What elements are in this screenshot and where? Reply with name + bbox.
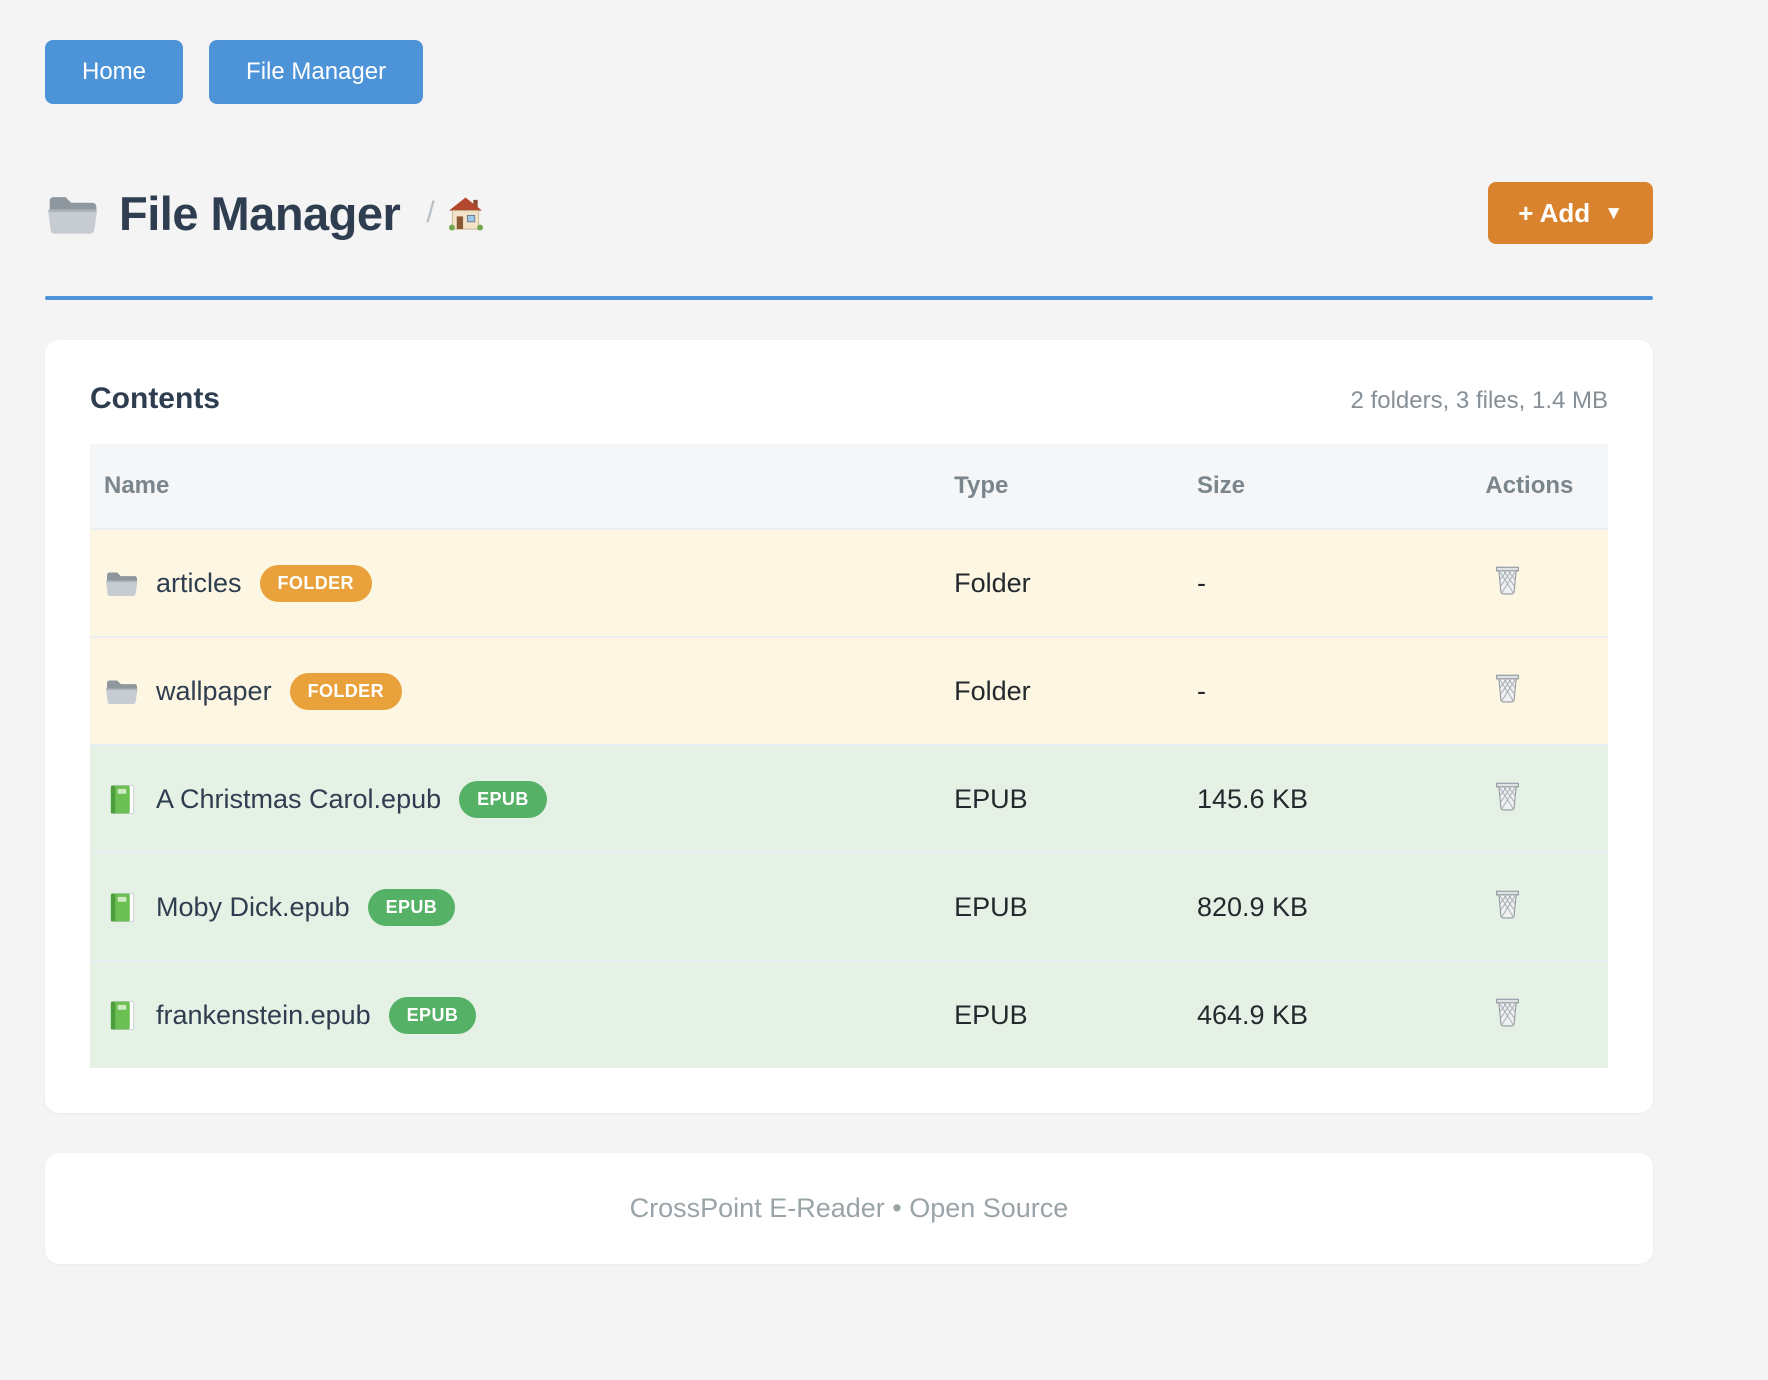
title-divider	[45, 296, 1653, 300]
table-row: Moby Dick.epub EPUB EPUB 820.9 KB	[90, 853, 1608, 961]
add-button[interactable]: + Add ▼	[1488, 182, 1653, 244]
file-table: Name Type Size Actions articles FOLDER F…	[90, 444, 1608, 1068]
page-title-group: File Manager /	[45, 186, 484, 241]
breadcrumb-separator: /	[426, 196, 435, 229]
contents-card: Contents 2 folders, 3 files, 1.4 MB Name…	[45, 340, 1653, 1113]
chevron-down-icon: ▼	[1604, 203, 1623, 224]
table-row: A Christmas Carol.epub EPUB EPUB 145.6 K…	[90, 745, 1608, 853]
file-type-badge: EPUB	[459, 780, 547, 818]
delete-button[interactable]	[1493, 779, 1522, 815]
column-header-type: Type	[940, 444, 1183, 529]
table-header-row: Name Type Size Actions	[90, 444, 1608, 529]
file-type: EPUB	[954, 783, 1028, 814]
file-name[interactable]: wallpaper	[156, 675, 272, 706]
delete-button[interactable]	[1493, 671, 1522, 707]
table-row: articles FOLDER Folder -	[90, 529, 1608, 637]
file-name[interactable]: frankenstein.epub	[156, 999, 371, 1030]
table-row: frankenstein.epub EPUB EPUB 464.9 KB	[90, 961, 1608, 1068]
book-icon	[104, 891, 140, 924]
footer: CrossPoint E-Reader • Open Source	[45, 1153, 1653, 1264]
trash-icon	[1493, 563, 1522, 599]
delete-button[interactable]	[1493, 563, 1522, 599]
file-name[interactable]: A Christmas Carol.epub	[156, 783, 442, 814]
file-size: 820.9 KB	[1196, 891, 1309, 922]
breadcrumb: /	[426, 196, 483, 231]
file-type: Folder	[954, 567, 1031, 598]
trash-icon	[1493, 671, 1522, 707]
column-header-name: Name	[90, 444, 941, 529]
file-type: Folder	[954, 675, 1031, 706]
file-size: -	[1196, 567, 1206, 598]
file-size: 145.6 KB	[1196, 783, 1309, 814]
file-type-badge: FOLDER	[289, 672, 402, 710]
add-button-label: + Add	[1518, 197, 1591, 228]
house-icon[interactable]	[447, 196, 484, 231]
trash-icon	[1493, 779, 1522, 815]
folder-icon	[104, 676, 140, 706]
table-row: wallpaper FOLDER Folder -	[90, 637, 1608, 745]
delete-button[interactable]	[1493, 887, 1522, 923]
file-type-badge: FOLDER	[259, 564, 372, 602]
file-size: 464.9 KB	[1196, 999, 1309, 1030]
folder-icon	[104, 568, 140, 598]
trash-icon	[1493, 995, 1522, 1031]
delete-button[interactable]	[1493, 995, 1522, 1031]
file-table-body: articles FOLDER Folder - wallpaper FOLDE…	[90, 529, 1608, 1068]
book-icon	[104, 783, 140, 816]
footer-text: CrossPoint E-Reader • Open Source	[629, 1193, 1069, 1223]
book-icon	[104, 999, 140, 1032]
page-title: File Manager	[119, 186, 401, 240]
file-type: EPUB	[954, 891, 1028, 922]
file-manager-button[interactable]: File Manager	[209, 40, 424, 104]
contents-title: Contents	[90, 382, 220, 415]
column-header-actions: Actions	[1471, 444, 1608, 529]
top-nav: Home File Manager	[45, 40, 1653, 104]
file-type: EPUB	[954, 999, 1028, 1030]
file-name[interactable]: articles	[156, 567, 242, 598]
folder-icon	[45, 190, 101, 237]
home-button[interactable]: Home	[45, 40, 184, 104]
file-name[interactable]: Moby Dick.epub	[156, 891, 350, 922]
column-header-size: Size	[1182, 444, 1472, 529]
page-header: File Manager / + Add ▼	[45, 182, 1653, 244]
trash-icon	[1493, 887, 1522, 923]
file-type-badge: EPUB	[388, 996, 477, 1034]
page-container: Home File Manager File Manager / + Add ▼…	[45, 0, 1653, 1264]
file-size: -	[1196, 675, 1206, 706]
contents-card-header: Contents 2 folders, 3 files, 1.4 MB	[90, 382, 1608, 416]
contents-summary: 2 folders, 3 files, 1.4 MB	[1350, 387, 1608, 414]
file-type-badge: EPUB	[367, 888, 456, 926]
